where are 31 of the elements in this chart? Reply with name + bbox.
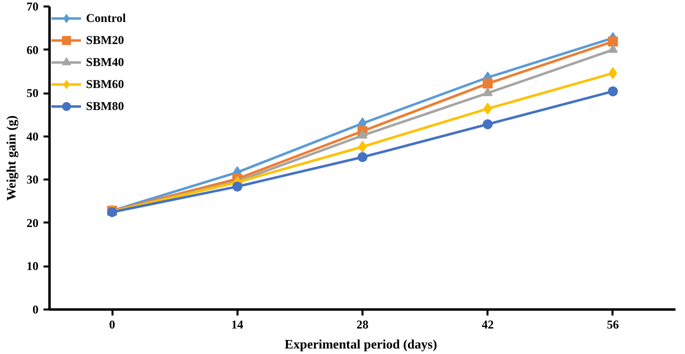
x-tick-label: 14 (231, 318, 244, 332)
y-tick-label: 10 (26, 259, 38, 274)
y-tick-label: 60 (26, 42, 38, 57)
legend-label: Control (86, 10, 126, 26)
point (358, 130, 368, 139)
point (482, 78, 493, 89)
x-tick-label: 42 (482, 318, 494, 332)
point (358, 152, 368, 162)
legend-label: SBM40 (86, 54, 124, 70)
point (232, 182, 242, 192)
y-tick-label: 40 (26, 129, 38, 144)
y-tick-label: 0 (32, 302, 38, 316)
x-tick-label: 56 (606, 318, 619, 332)
point (608, 36, 618, 47)
y-tick-label: 30 (26, 172, 38, 187)
y-tick-label: 50 (26, 86, 38, 100)
x-axis-title: Experimental period (days) (284, 336, 438, 352)
point (482, 87, 493, 96)
legend-label: SBM80 (86, 98, 124, 114)
legend-label: SBM20 (86, 32, 124, 48)
point (358, 140, 367, 153)
point (482, 119, 493, 130)
legend-label: SBM60 (86, 76, 124, 92)
point (608, 44, 618, 53)
y-axis-title: Weight gain (g) (4, 115, 18, 201)
x-tick-label: 28 (356, 318, 368, 332)
point (608, 86, 618, 96)
x-tick-label: 0 (109, 318, 116, 332)
y-tick-label: 70 (26, 0, 38, 14)
y-tick-label: 20 (26, 216, 38, 230)
point (608, 67, 618, 80)
